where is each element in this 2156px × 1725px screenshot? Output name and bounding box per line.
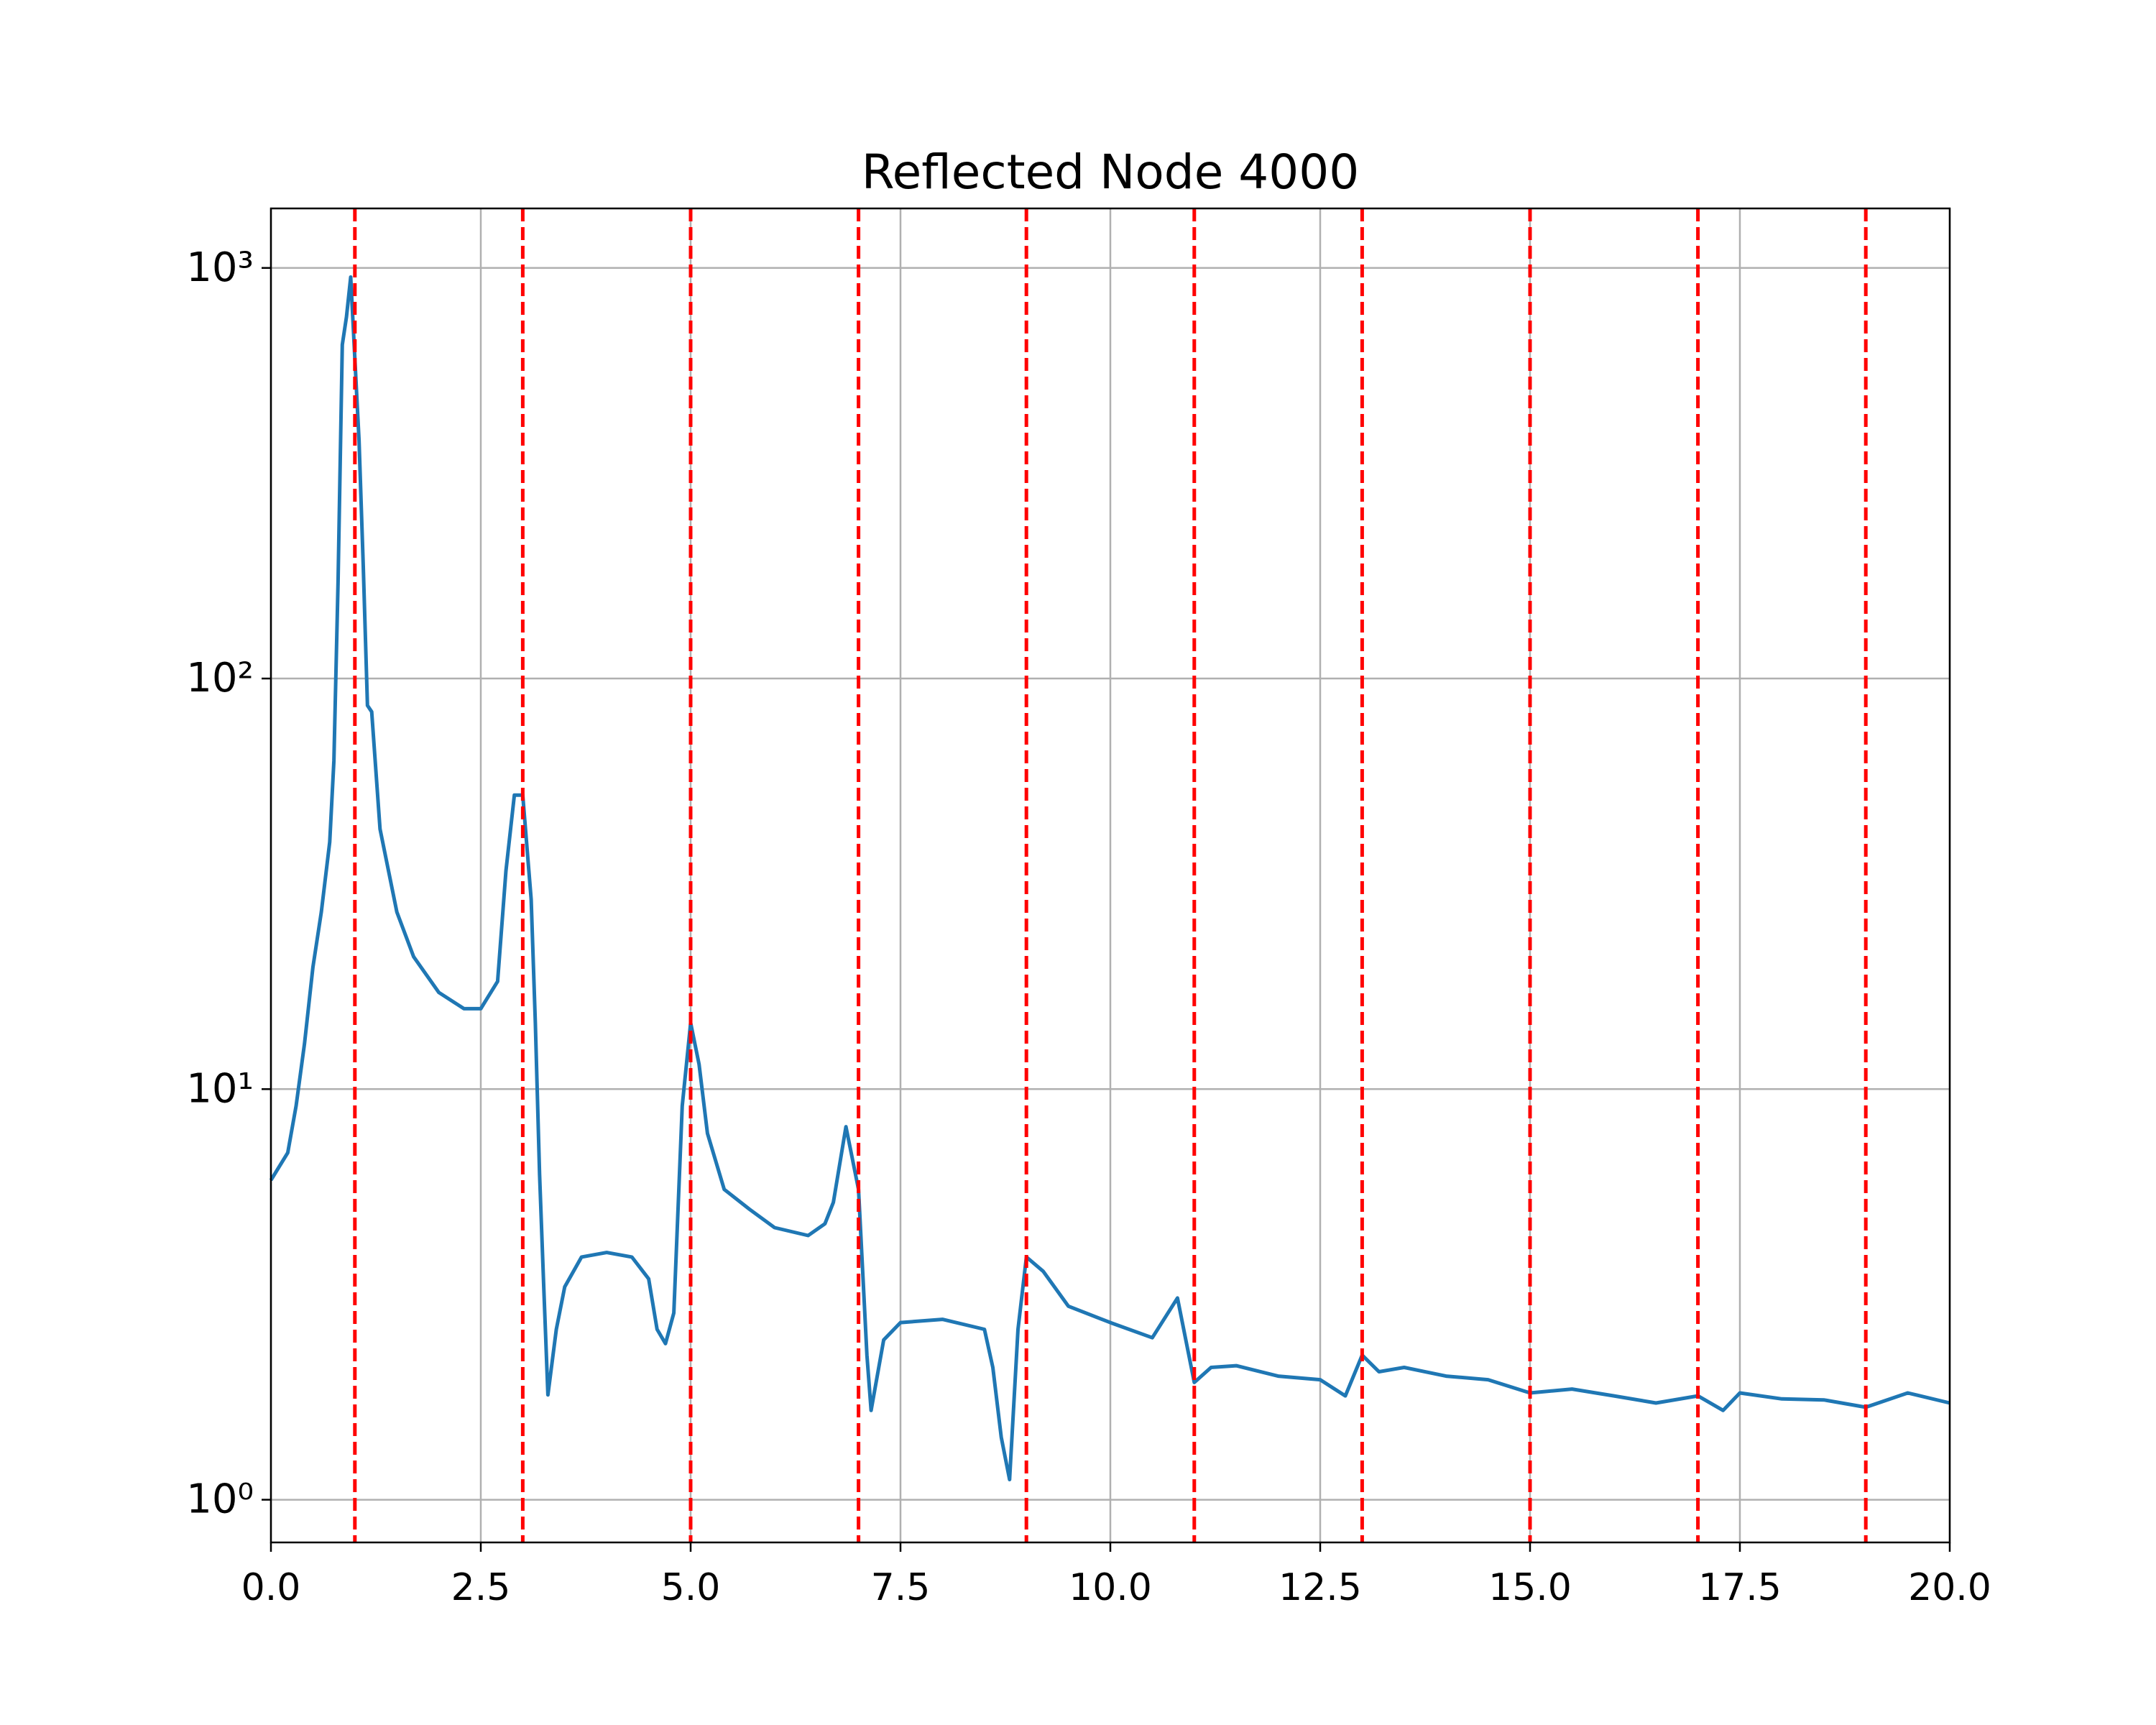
x-tick-label: 0.0	[241, 1566, 301, 1609]
y-tick-label: 10⁰	[186, 1476, 254, 1523]
y-tick-label: 10³	[186, 244, 254, 291]
x-tick-label: 12.5	[1279, 1566, 1362, 1609]
x-tick-label: 10.0	[1069, 1566, 1152, 1609]
x-tick-label: 7.5	[871, 1566, 931, 1609]
x-tick-label: 2.5	[451, 1566, 511, 1609]
chart-title: Reflected Node 4000	[862, 144, 1360, 200]
plot-frame	[270, 207, 1951, 1544]
x-tick-label: 5.0	[661, 1566, 721, 1609]
y-tick-label: 10¹	[186, 1065, 254, 1112]
data-line	[269, 275, 1950, 1481]
y-tick-label: 10²	[186, 655, 254, 702]
x-tick-label: 20.0	[1908, 1566, 1991, 1609]
x-tick-label: 17.5	[1698, 1566, 1782, 1609]
x-tick-label: 15.0	[1488, 1566, 1572, 1609]
